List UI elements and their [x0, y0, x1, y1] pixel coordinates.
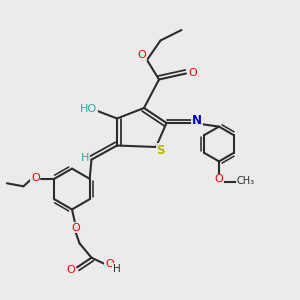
Text: O: O	[137, 50, 146, 60]
Text: H: H	[113, 264, 121, 274]
Text: O: O	[67, 265, 76, 275]
Text: O: O	[105, 259, 114, 269]
Text: CH₃: CH₃	[236, 176, 254, 186]
Text: S: S	[157, 143, 165, 157]
Text: O: O	[31, 172, 40, 183]
Text: HO: HO	[80, 104, 97, 115]
Text: O: O	[71, 223, 80, 233]
Text: H: H	[81, 153, 89, 163]
Text: O: O	[214, 174, 224, 184]
Text: O: O	[188, 68, 197, 78]
Text: N: N	[192, 113, 202, 127]
